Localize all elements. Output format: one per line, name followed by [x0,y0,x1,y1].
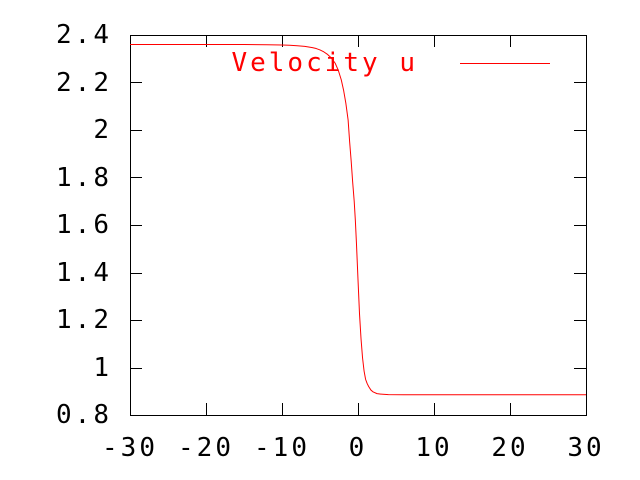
y-tick-label: 1.6 [56,210,112,240]
y-tick-label: 1.4 [56,257,112,288]
x-tick-label: 10 [415,433,453,463]
y-tick-label: 2.2 [56,67,112,98]
y-tick-label: 1 [93,352,112,383]
x-tick-label: -30 [102,433,158,463]
y-tick-label: 1.2 [56,305,112,335]
x-tick-label: 30 [567,433,605,463]
legend-label: Velocity u [231,48,418,78]
y-tick-label: 2 [93,115,112,145]
x-tick-label: 0 [348,433,368,463]
y-tick-label: 0.8 [56,400,112,430]
x-tick-label: -20 [178,433,234,463]
x-tick-label: 20 [491,433,529,463]
plot-border [130,35,587,416]
y-tick-label: 2.4 [56,20,112,50]
x-tick-label: -10 [254,433,310,463]
y-tick-label: 1.8 [56,162,112,193]
data-curve [130,44,586,396]
